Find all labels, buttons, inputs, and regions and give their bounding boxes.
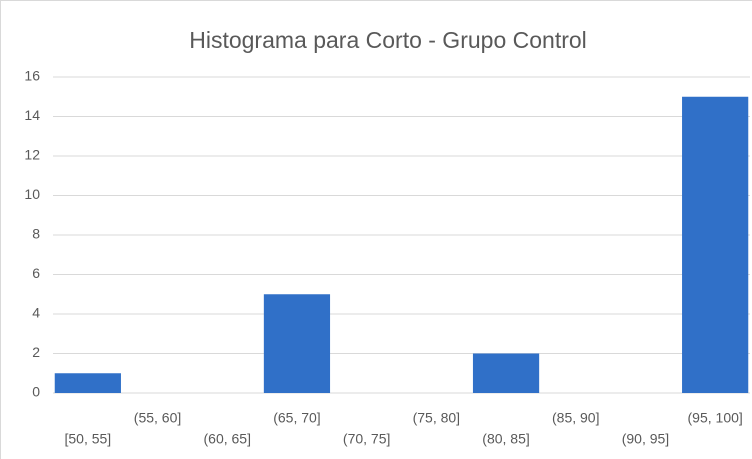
x-tick-label: (55, 60] xyxy=(134,410,181,426)
y-tick-label: 6 xyxy=(32,265,40,281)
bar xyxy=(54,373,121,393)
x-tick-label: (65, 70] xyxy=(273,410,320,426)
x-tick-label: [50, 55] xyxy=(64,431,111,447)
y-tick-label: 14 xyxy=(24,107,40,123)
chart-title: Histograma para Corto - Grupo Control xyxy=(189,27,587,53)
bar xyxy=(263,294,331,393)
x-tick-label: (80, 85] xyxy=(482,431,529,447)
y-tick-label: 0 xyxy=(32,384,40,400)
x-tick-label: (75, 80] xyxy=(413,410,460,426)
y-tick-label: 4 xyxy=(32,305,40,321)
y-tick-label: 2 xyxy=(32,344,40,360)
y-tick-label: 12 xyxy=(24,147,40,163)
x-tick-label: (90, 95] xyxy=(622,431,669,447)
y-tick-label: 16 xyxy=(24,68,40,84)
x-tick-label: (95, 100] xyxy=(688,410,743,426)
y-tick-label: 10 xyxy=(24,186,40,202)
bar xyxy=(682,96,749,393)
y-tick-label: 8 xyxy=(32,226,40,242)
x-tick-label: (70, 75] xyxy=(343,431,390,447)
x-tick-label: (60, 65] xyxy=(204,431,251,447)
x-tick-label: (85, 90] xyxy=(552,410,599,426)
bar xyxy=(472,353,540,393)
